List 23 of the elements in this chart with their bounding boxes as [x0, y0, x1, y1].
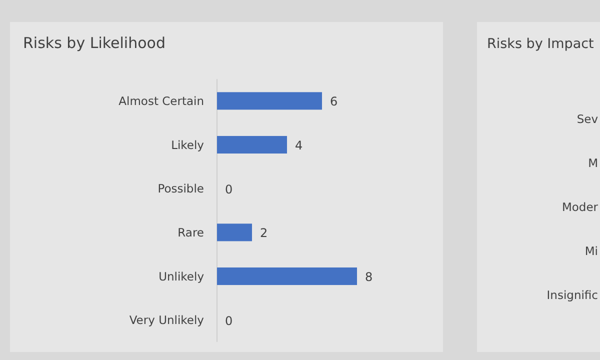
bar — [217, 267, 357, 286]
data-label: 8 — [365, 270, 373, 284]
text: Insignific — [546, 288, 598, 302]
data-label: 2 — [260, 226, 268, 240]
text: Moder — [562, 200, 598, 214]
text: M — [588, 156, 598, 170]
bar — [217, 92, 322, 110]
data-label: 0 — [225, 314, 233, 328]
bar — [217, 136, 287, 154]
y-tick-label: Likely — [171, 138, 204, 152]
data-label: 4 — [295, 138, 303, 153]
y-tick-label: Possible — [158, 182, 204, 196]
y-tick-label: Very Unlikely — [129, 313, 204, 328]
bar — [217, 224, 252, 242]
y-tick-label: Almost Certain — [118, 94, 204, 108]
text: Sev — [576, 112, 598, 126]
y-tick-label: Unlikely — [158, 269, 204, 284]
text: Risks by Impact — [487, 36, 594, 52]
y-tick-label: Rare — [178, 225, 204, 240]
text: Mi — [584, 244, 598, 258]
text: Risks by Likelihood — [23, 34, 166, 52]
data-label: 0 — [225, 182, 233, 196]
data-label: 6 — [330, 94, 338, 109]
